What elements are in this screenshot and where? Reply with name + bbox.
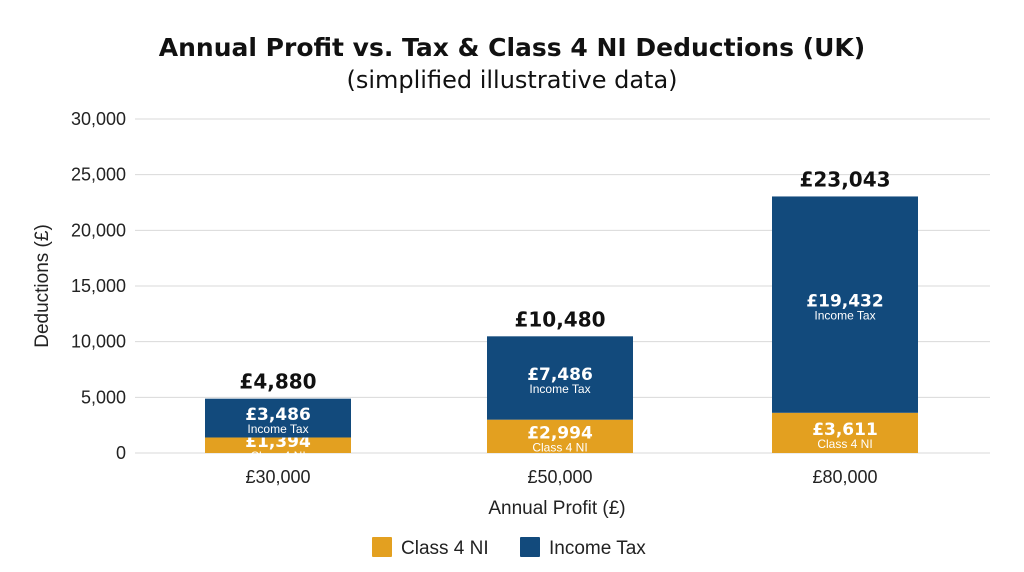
y-tick-label: 20,000: [71, 220, 126, 240]
class-4-ni-segment: [772, 412, 918, 453]
legend-swatch-income-tax: [520, 537, 540, 557]
income-tax-segment-caption: Income Tax: [247, 422, 308, 436]
income-tax-segment: [772, 196, 918, 413]
income-tax-segment-caption: Income Tax: [814, 309, 875, 323]
chart-title: Annual Profit vs. Tax & Class 4 NI Deduc…: [159, 33, 865, 62]
x-tick-label: £80,000: [812, 467, 877, 487]
y-tick-label: 30,000: [71, 109, 126, 129]
y-axis-ticks: 0 5,000 10,000 15,000 20,000 25,000 30,000: [71, 109, 126, 463]
income-tax-segment-caption: Income Tax: [529, 382, 590, 396]
x-axis-ticks: £30,000 £50,000 £80,000: [245, 467, 877, 487]
income-tax-segment-value-label: £3,486: [245, 405, 311, 425]
class-4-ni-segment-caption: Class 4 NI: [250, 449, 305, 463]
legend: Class 4 NI Income Tax: [372, 537, 646, 559]
chart-subtitle: (simplified illustrative data): [346, 66, 677, 94]
y-tick-label: 25,000: [71, 165, 126, 185]
income-tax-segment: [205, 398, 351, 438]
class-4-ni-segment-caption: Class 4 NI: [817, 437, 872, 451]
y-tick-label: 0: [116, 443, 126, 463]
bar-total-label: £10,480: [514, 307, 605, 331]
class-4-ni-segment-caption: Class 4 NI: [532, 440, 587, 454]
legend-label-class-4-ni: Class 4 NI: [401, 538, 489, 559]
class-4-ni-segment: [487, 419, 633, 453]
x-tick-label: £30,000: [245, 467, 310, 487]
class-4-ni-segment-value-label: £2,994: [527, 423, 593, 443]
income-tax-segment-value-label: £7,486: [527, 365, 593, 385]
y-tick-label: 5,000: [81, 387, 126, 407]
y-tick-label: 10,000: [71, 332, 126, 352]
y-tick-label: 15,000: [71, 276, 126, 296]
income-tax-segment: [487, 336, 633, 420]
x-tick-label: £50,000: [527, 467, 592, 487]
x-axis-label: Annual Profit (£): [488, 498, 625, 519]
legend-swatch-class-4-ni: [372, 537, 392, 557]
class-4-ni-segment-value-label: £3,611: [812, 420, 878, 440]
y-axis-label: Deductions (£): [32, 224, 53, 348]
bar-total-label: £23,043: [799, 167, 890, 191]
income-tax-segment-value-label: £19,432: [806, 292, 883, 312]
class-4-ni-segment: [205, 437, 351, 453]
bar-total-label: £4,880: [239, 370, 316, 394]
legend-label-income-tax: Income Tax: [549, 538, 646, 559]
